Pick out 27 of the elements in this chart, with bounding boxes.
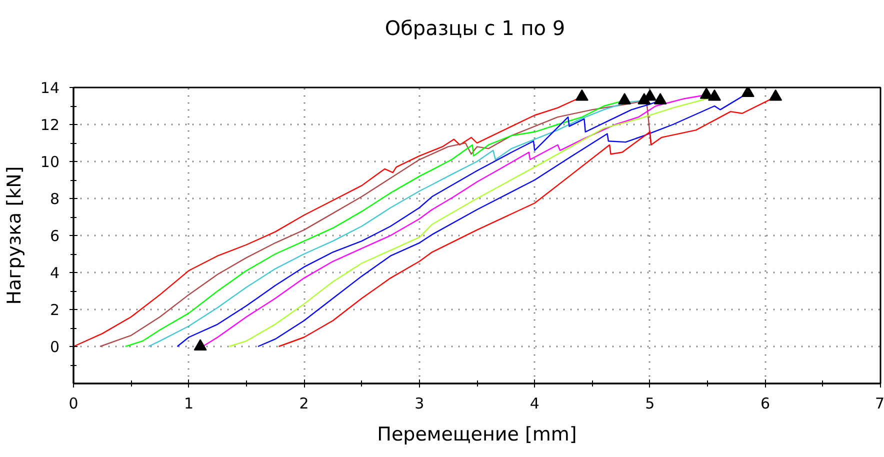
chart-title: Образцы с 1 по 9 [384, 15, 566, 42]
point [708, 89, 721, 101]
point [194, 339, 207, 350]
y-tick-label: 4 [50, 264, 60, 282]
point [618, 93, 632, 104]
y-tick-label: 2 [50, 301, 60, 319]
x-tick-label: 2 [299, 394, 309, 412]
x-tick-label: 6 [760, 394, 770, 412]
y-tick-label: 8 [50, 190, 60, 208]
x-tick-label: 7 [874, 394, 884, 412]
point [575, 89, 588, 101]
x-tick-label: 3 [414, 394, 424, 412]
point [654, 93, 667, 104]
y-tick-label: 12 [40, 116, 60, 134]
point [769, 89, 782, 101]
y-tick-label: 0 [50, 338, 60, 356]
y-tick-label: 14 [40, 79, 60, 97]
x-tick-label: 1 [184, 394, 194, 412]
point [741, 88, 754, 98]
x-tick-label: 5 [645, 394, 655, 412]
y-tick-label: 10 [40, 153, 60, 171]
x-tick-label: 0 [68, 394, 78, 412]
point [700, 88, 713, 99]
x-tick-label: 4 [530, 394, 540, 412]
x-axis-title: Перемещение [mm] [377, 424, 577, 446]
y-axis-title: Нагрузка [kN] [3, 166, 26, 305]
y-tick-label: 6 [50, 227, 60, 245]
